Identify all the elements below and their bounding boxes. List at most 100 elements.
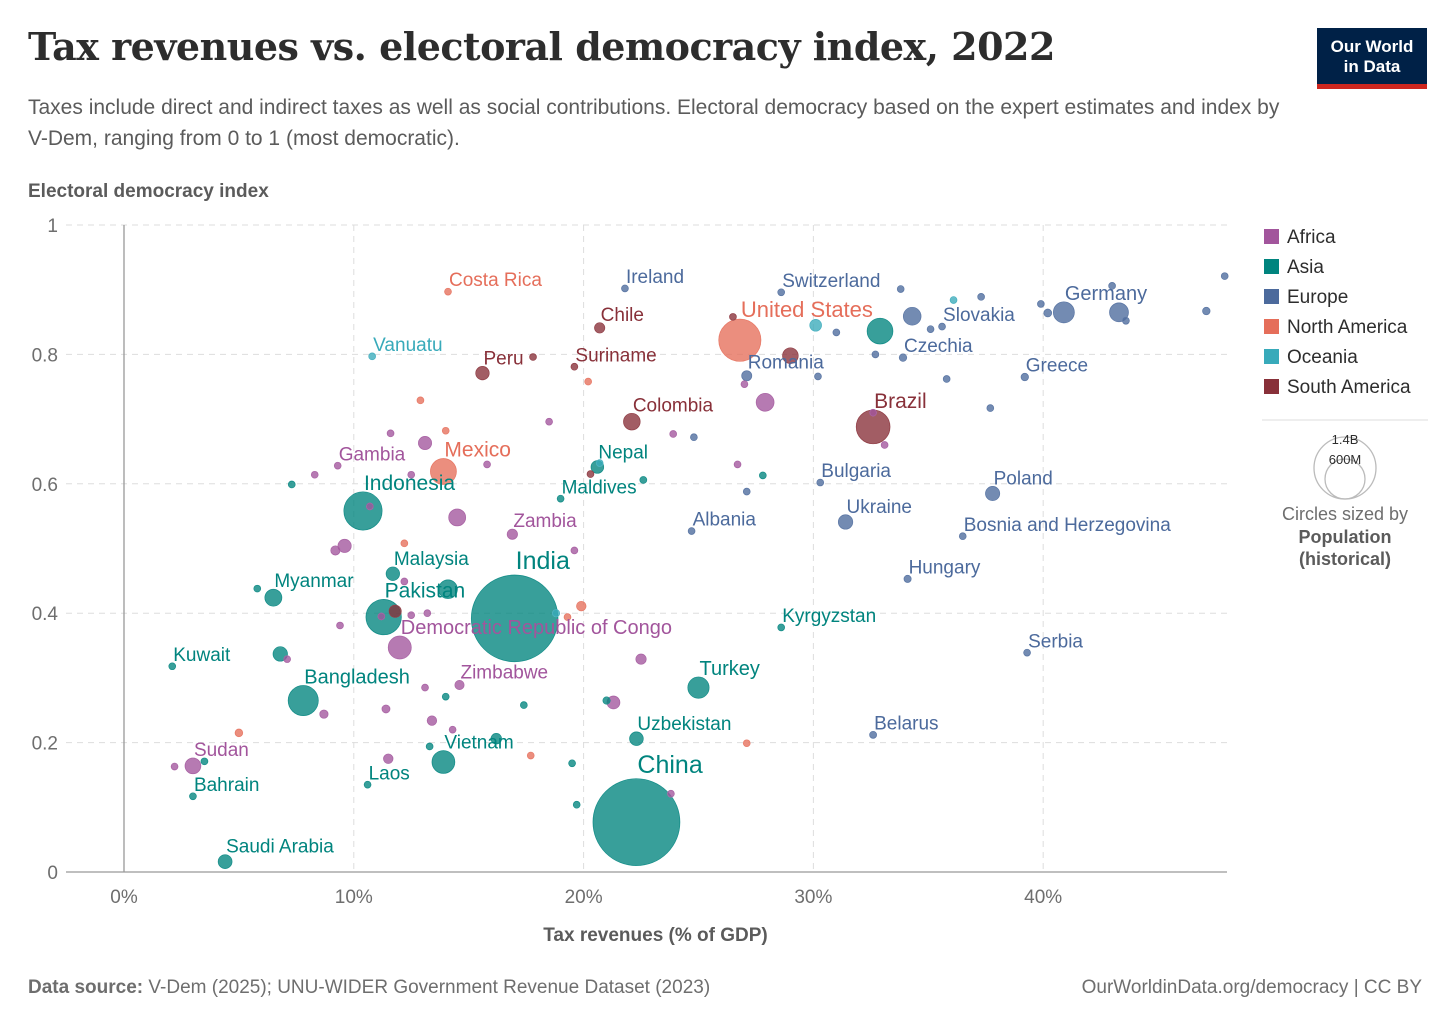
data-point-outline (621, 284, 629, 293)
y-tick-label: 0.2 (32, 734, 58, 755)
data-point-outline (448, 508, 467, 527)
y-tick-label: 0.4 (32, 604, 59, 625)
data-source: Data source: V-Dem (2025); UNU-WIDER Gov… (28, 977, 710, 999)
data-point-outline (623, 412, 641, 431)
data-point-outline (755, 392, 775, 412)
data-point-outline (570, 362, 579, 371)
data-point-outline (986, 404, 995, 412)
data-point-outline (283, 655, 291, 663)
data-point-outline (985, 486, 1001, 501)
point-label: Ukraine (847, 497, 912, 518)
point-label: Kyrgyzstan (782, 606, 876, 627)
data-point-outline (1108, 282, 1116, 290)
data-point-outline (584, 377, 592, 386)
chart-subtitle: Taxes include direct and indirect taxes … (28, 96, 1280, 150)
point-label: Albania (693, 510, 757, 531)
data-point-outline (407, 611, 416, 619)
point-label: Democratic Republic of Congo (401, 617, 672, 639)
point-label: Laos (369, 763, 410, 784)
data-source-label: Data source: (28, 977, 144, 998)
owid-logo[interactable]: Our World in Data (1317, 28, 1427, 89)
data-point-outline (490, 733, 502, 745)
data-points (168, 272, 1229, 869)
data-point-outline (782, 347, 799, 364)
x-tick-label: 20% (565, 887, 603, 908)
data-point-outline (602, 696, 611, 705)
point-label: Vietnam (444, 733, 513, 754)
point-label: Bahrain (194, 775, 260, 796)
grid (66, 224, 1227, 872)
point-label: Indonesia (364, 472, 455, 495)
data-point-outline (733, 460, 742, 469)
y-tick-label: 0.6 (32, 475, 58, 496)
point-label: Serbia (1028, 631, 1083, 652)
data-point-outline (545, 417, 553, 426)
data-point-outline (400, 577, 409, 586)
data-point-outline (1052, 301, 1075, 324)
data-point-outline (366, 502, 374, 511)
y-tick-label: 0 (47, 863, 58, 884)
point-label: Pakistan (385, 579, 466, 602)
data-point-outline (475, 366, 490, 381)
data-point-outline (168, 662, 177, 671)
x-axis-title: Tax revenues (% of GDP) (543, 925, 768, 946)
point-label: Bulgaria (821, 461, 891, 482)
data-point-outline (898, 353, 908, 362)
point-label: Zambia (513, 511, 577, 532)
data-point-outline (556, 494, 565, 503)
point-label: Bangladesh (304, 667, 410, 689)
data-point-outline (880, 441, 889, 449)
data-point-outline (253, 584, 262, 593)
point-label: India (516, 547, 570, 575)
size-legend-variable: Population (1299, 527, 1392, 547)
data-point-outline (330, 545, 341, 556)
scatter-chart: 00.20.40.60.810% 10% 20% 30% 40%Electoral de… (28, 181, 1428, 946)
data-point-outline (551, 609, 561, 618)
data-point-outline (383, 753, 394, 764)
point-label: Malaysia (394, 549, 469, 570)
size-legend-small-label: 600M (1329, 452, 1362, 467)
data-point-outline (572, 800, 581, 809)
legend: Africa Asia Europe North America Oceania Sout… (1262, 227, 1428, 569)
point-label: Kuwait (173, 645, 231, 666)
y-axis-title: Electoral democracy index (28, 181, 269, 202)
size-legend-small-circle (1324, 458, 1366, 500)
data-point-outline (635, 653, 647, 665)
legend-label: North America (1287, 317, 1408, 338)
data-point-outline (386, 429, 395, 438)
legend-label: Europe (1287, 287, 1348, 308)
data-point-outline (1220, 272, 1229, 280)
point-label: Sudan (194, 740, 249, 761)
legend-label: Africa (1287, 227, 1336, 248)
data-point-outline (639, 476, 648, 484)
data-point-outline (690, 433, 698, 442)
point-label: Zimbabwe (460, 662, 548, 683)
legend-label: South America (1287, 377, 1411, 398)
size-legend-caption: Circles sized by (1282, 504, 1408, 524)
data-point-outline (319, 709, 329, 719)
source-link[interactable]: OurWorldinData.org/democracy | CC BY (1081, 977, 1422, 998)
data-point-outline (687, 676, 710, 699)
data-point-outline (568, 759, 576, 768)
data-point-outline (264, 588, 283, 607)
data-point-outline (871, 350, 880, 359)
data-point-outline (170, 762, 179, 771)
axes: 00.20.40.60.810% 10% 20% 30% 40%Electoral de… (28, 181, 1227, 946)
data-point-outline (385, 566, 400, 581)
data-point-outline (272, 646, 288, 662)
data-point-outline (388, 604, 402, 618)
logo-line-2: in Data (1343, 57, 1401, 76)
data-point-outline (594, 322, 606, 334)
data-point-outline (333, 461, 342, 470)
point-label: Maldives (562, 477, 637, 498)
data-point-outline (869, 408, 877, 417)
data-point-outline (407, 470, 416, 479)
point-label: China (637, 751, 702, 779)
data-point-outline (729, 313, 737, 321)
data-point-outline (506, 528, 518, 540)
data-point-outline (425, 742, 434, 751)
point-label: Peru (483, 348, 523, 369)
data-point-outline (742, 739, 751, 748)
legend-label: Asia (1287, 257, 1324, 278)
point-label: Bosnia and Herzegovina (964, 515, 1171, 536)
